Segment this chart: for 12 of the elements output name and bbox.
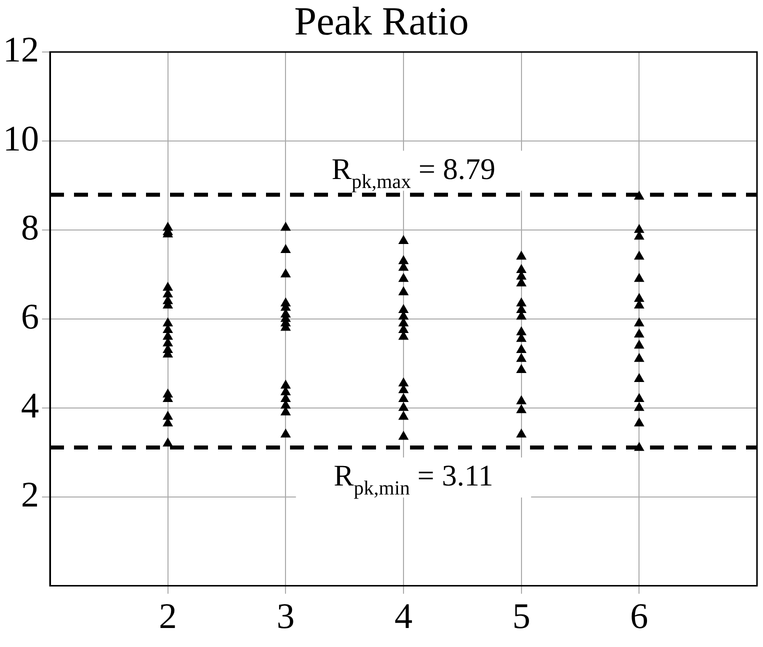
x-tick-label: 5 bbox=[512, 596, 530, 636]
x-tick-label: 6 bbox=[630, 596, 648, 636]
y-tick-label: 10 bbox=[3, 118, 39, 158]
x-tick-label: 3 bbox=[276, 596, 295, 636]
chart-title: Peak Ratio bbox=[294, 0, 469, 44]
x-tick-label: 4 bbox=[394, 596, 412, 636]
y-tick-label: 4 bbox=[21, 385, 39, 426]
y-tick-label: 6 bbox=[21, 296, 39, 336]
x-tick-label: 2 bbox=[158, 596, 177, 636]
y-tick-label: 12 bbox=[3, 29, 39, 70]
y-tick-label: 8 bbox=[21, 207, 39, 248]
y-tick-label: 2 bbox=[21, 474, 39, 514]
